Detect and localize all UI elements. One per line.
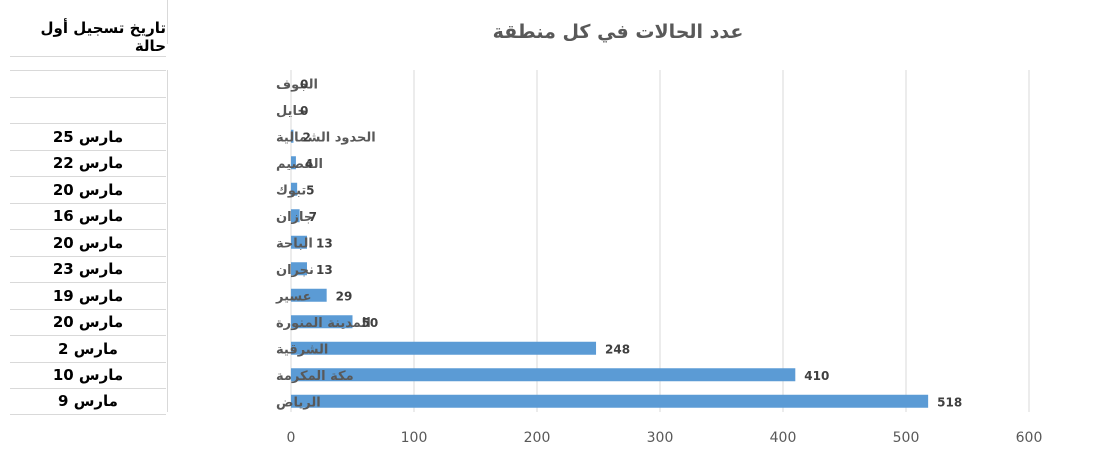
date-cell: مارس 2 bbox=[10, 335, 166, 362]
date-cell: مارس 23 bbox=[10, 255, 166, 283]
data-label: 4 bbox=[305, 157, 313, 171]
bar bbox=[291, 156, 296, 170]
category-label: جازان bbox=[276, 210, 313, 225]
date-cell: مارس 16 bbox=[10, 202, 166, 230]
data-label: 518 bbox=[937, 395, 962, 409]
table-divider bbox=[167, 70, 168, 412]
date-cell: مارس 20 bbox=[10, 176, 166, 203]
data-label: 248 bbox=[605, 342, 630, 356]
bar bbox=[291, 341, 597, 355]
data-label: 410 bbox=[804, 369, 829, 383]
category-label: الرياض bbox=[276, 395, 321, 410]
bars bbox=[291, 129, 929, 408]
bar bbox=[291, 182, 298, 196]
category-label: الشرقية bbox=[276, 342, 328, 357]
table-header: تاريخ تسجيل أول حالة bbox=[10, 17, 166, 57]
category-label: نجران bbox=[276, 263, 314, 278]
data-label: 0 bbox=[300, 104, 308, 118]
first-case-date-table: تاريخ تسجيل أول حالة مارس 25 مارس 22 مارس … bbox=[0, 0, 170, 415]
date-cell bbox=[10, 70, 166, 97]
date-cell: مارس 9 bbox=[10, 388, 166, 415]
bar bbox=[291, 235, 307, 249]
date-cell bbox=[10, 96, 166, 124]
x-tick-label: 0 bbox=[287, 430, 296, 446]
data-label: 5 bbox=[306, 183, 314, 197]
data-label: 13 bbox=[316, 236, 333, 250]
date-cell: مارس 20 bbox=[10, 229, 166, 256]
category-label: تبوك bbox=[276, 183, 306, 198]
bar bbox=[291, 394, 929, 408]
date-cell: مارس 22 bbox=[10, 149, 166, 177]
table-divider bbox=[167, 0, 168, 44]
category-label: المدينة المنورة bbox=[276, 316, 371, 331]
bar bbox=[291, 209, 300, 223]
category-label: القصيم bbox=[276, 157, 323, 172]
chart-title: عدد الحالات في كل منطقة bbox=[493, 21, 744, 43]
category-label: عسير bbox=[275, 289, 312, 304]
x-tick-label: 200 bbox=[524, 430, 551, 446]
data-label: 50 bbox=[362, 316, 379, 330]
bar bbox=[291, 368, 796, 382]
x-tick-label: 400 bbox=[770, 430, 797, 446]
date-cell: مارس 20 bbox=[10, 308, 166, 336]
bar bbox=[291, 129, 294, 143]
bar bbox=[291, 315, 353, 329]
data-label: 13 bbox=[316, 263, 333, 277]
category-label: الحدود الشمالية bbox=[276, 130, 376, 145]
category-label: الجوف bbox=[276, 77, 318, 92]
bar bbox=[291, 288, 327, 302]
x-tick-label: 100 bbox=[401, 430, 428, 446]
data-label: 0 bbox=[300, 77, 308, 91]
x-tick-label: 500 bbox=[893, 430, 920, 446]
category-label: حايل bbox=[276, 104, 307, 119]
gridlines bbox=[290, 70, 1030, 412]
date-cell: مارس 19 bbox=[10, 282, 166, 309]
x-tick-label: 600 bbox=[1016, 430, 1043, 446]
data-label: 29 bbox=[336, 289, 353, 303]
date-cell: مارس 25 bbox=[10, 123, 166, 150]
data-label: 2 bbox=[302, 130, 310, 144]
category-label: مكة المكرمة bbox=[276, 369, 354, 384]
x-tick-label: 300 bbox=[647, 430, 674, 446]
bar bbox=[291, 262, 307, 276]
data-label: 7 bbox=[309, 210, 317, 224]
date-cell: مارس 10 bbox=[10, 361, 166, 389]
category-label: الباحة bbox=[276, 236, 313, 251]
